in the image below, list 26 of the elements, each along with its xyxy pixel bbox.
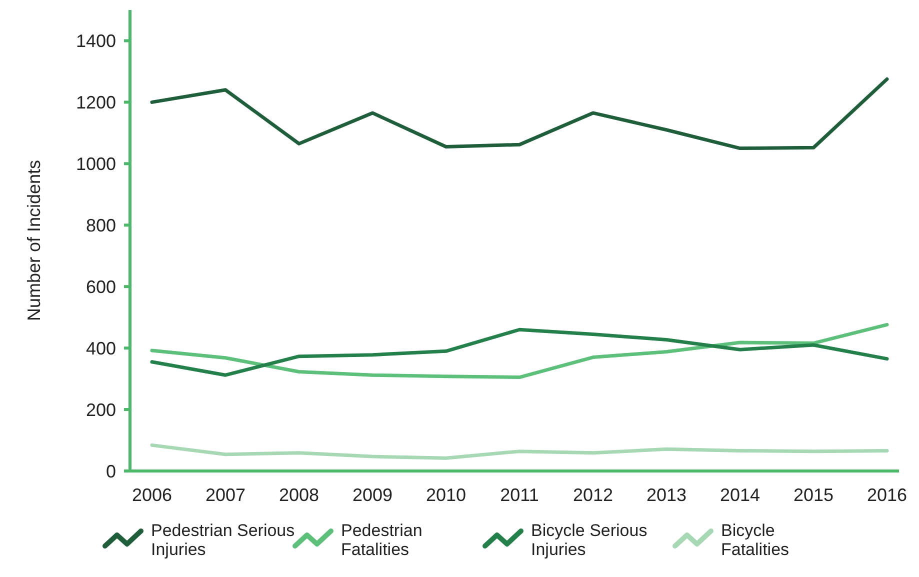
line-series (150, 77, 889, 150)
x-tick-label: 2008 (278, 485, 320, 505)
x-tick-label: 2007 (205, 485, 246, 505)
legend-label: Pedestrian Fatalities (341, 521, 422, 559)
x-tick-label: 2009 (352, 485, 393, 505)
legend-label: Bicycle Fatalities (721, 521, 790, 559)
x-tick-label: 2011 (500, 485, 539, 505)
x-tick-label: 2013 (646, 485, 687, 505)
y-tick-label: 0 (106, 461, 116, 482)
y-tick-label: 600 (86, 276, 116, 297)
x-tick-label: 2006 (132, 485, 172, 505)
x-tick-label: 2016 (866, 485, 908, 505)
legend-label: Bicycle Serious Injuries (531, 521, 648, 559)
y-tick-label: 200 (86, 400, 116, 420)
x-tick-label: 2010 (426, 485, 466, 505)
y-tick-label: 400 (86, 338, 116, 358)
x-tick-label: 2012 (572, 485, 614, 505)
legend-label: Pedestrian Serious Injuries (151, 521, 295, 559)
y-tick-label: 1200 (76, 92, 116, 112)
y-axis-title: Number of Incidents (24, 160, 44, 322)
y-tick-label: 800 (86, 215, 116, 236)
x-tick-label: 2014 (720, 485, 760, 505)
line-series (150, 443, 889, 460)
y-tick-label: 1000 (76, 154, 116, 174)
y-tick-label: 1400 (76, 31, 116, 52)
x-tick-label: 2015 (793, 485, 834, 505)
